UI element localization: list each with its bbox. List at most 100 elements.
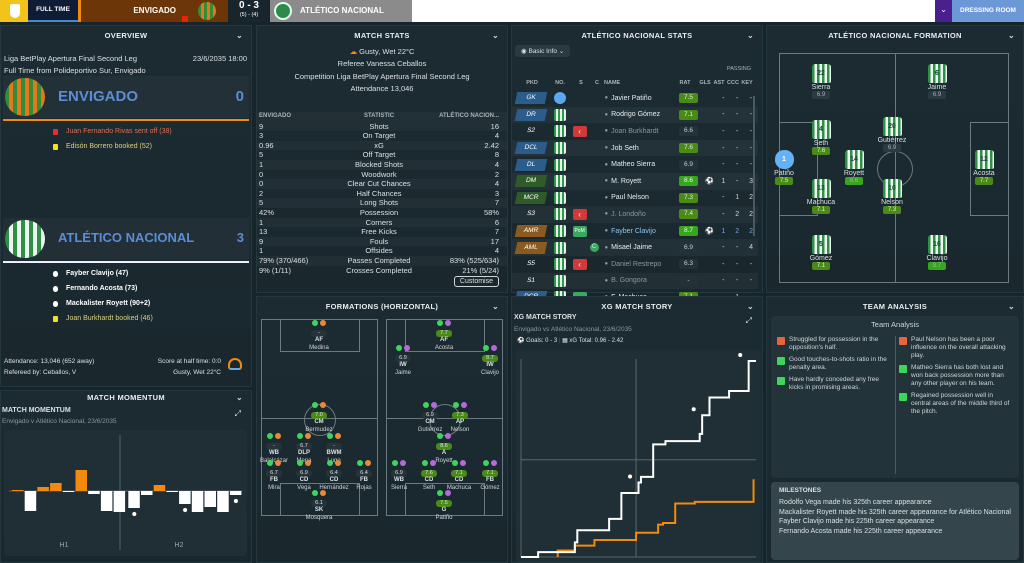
player-row[interactable]: DCL ● Job Seth 7.6 - - - xyxy=(512,139,758,157)
formation-player[interactable]: - WB Balalcázar xyxy=(254,433,294,465)
chevron-down-icon[interactable]: ⌄ xyxy=(235,393,243,402)
player-row[interactable]: DR ● Rodrigo Gómez 7.1 - - - xyxy=(512,106,758,124)
player-name: Clavijo xyxy=(480,369,499,376)
panel-title: ATLÉTICO NACIONAL FORMATION xyxy=(828,31,962,40)
morale-icon xyxy=(275,460,281,466)
chevron-down-icon[interactable]: ⌄ xyxy=(1007,302,1015,311)
captain-slot xyxy=(590,94,599,103)
scrollbar[interactable] xyxy=(753,96,755,236)
key-value: - xyxy=(749,111,753,119)
player-name[interactable]: M. Royett xyxy=(611,177,642,185)
player-row[interactable]: AML C ● Misael Jaime 6.9 - - 4 xyxy=(512,239,758,256)
player-row[interactable]: DM ● M. Royett 8.6 ⚽ 1 - 3 xyxy=(512,172,758,190)
condition-icon xyxy=(452,460,458,466)
player-name[interactable]: Fayber Clavijo xyxy=(611,227,656,235)
shirt-icon xyxy=(553,191,566,204)
player-row[interactable]: DL ● Matheo Sierra 6.9 - - - xyxy=(512,156,758,173)
analysis-item: Paul Nelson has been a poor influence on… xyxy=(899,336,1014,360)
formation-player[interactable]: 6.9 IW Jaime xyxy=(383,345,423,377)
player-name[interactable]: Job Seth xyxy=(611,144,639,152)
formation-player[interactable]: 12 Acosta 7.7 xyxy=(954,150,1014,185)
player-name[interactable]: Paul Nelson xyxy=(611,194,649,202)
shirt-icon: 6 xyxy=(927,64,947,83)
formation-player[interactable]: 16 Clavijo 8.7 xyxy=(907,235,967,270)
player-row[interactable]: AMR PoM ● Fayber Clavijo 8.7 ⚽ 1 2 2 xyxy=(512,223,758,240)
position-badge: S5 xyxy=(526,260,536,268)
formation-player[interactable]: 22 Sierra 6.9 xyxy=(791,64,851,99)
away-team-bar[interactable]: ATLÉTICO NACIONAL xyxy=(270,0,412,22)
player-name[interactable]: J. Londoño xyxy=(611,210,646,218)
player-name[interactable]: Javier Patiño xyxy=(611,94,652,102)
morale-icons xyxy=(314,460,354,470)
chevron-down-icon[interactable]: ⌄ xyxy=(491,302,499,311)
formation-player[interactable]: 6.7 DLP Mena xyxy=(284,433,324,465)
rating-badge: 6.9 xyxy=(391,469,407,477)
home-formation-pitch: - AF Medina 7.0 CM Bermudez - WB Balalcázar 6.7 DL… xyxy=(260,319,378,521)
formation-player[interactable]: 6.4 CD Hernández xyxy=(314,460,354,492)
player-name: Clavijo xyxy=(926,255,948,262)
player-name[interactable]: Rodrigo Gómez xyxy=(611,111,661,119)
formation-player[interactable]: 7.7 AF Acosta xyxy=(424,320,464,352)
menu-chevron-button[interactable]: ⌄ xyxy=(935,0,952,22)
chevron-down-icon[interactable]: ⌄ xyxy=(746,302,754,311)
formation-player[interactable]: 5 Gómez 7.1 xyxy=(791,235,851,270)
formation-player[interactable]: 14 Royett 8.6 xyxy=(824,150,884,185)
formation-player[interactable]: 6.1 SK Mosquera xyxy=(299,490,339,522)
formation-player[interactable]: 4 Seth 7.6 xyxy=(791,120,851,155)
formation-player[interactable]: 8.7 IW Clavijo xyxy=(470,345,510,377)
weather-icon: ☁ xyxy=(349,47,358,56)
player-row[interactable]: S3 ‹ ● J. Londoño 7.4 - 2 2 xyxy=(512,206,758,223)
expand-icon[interactable]: ⤢ xyxy=(745,316,752,325)
formation-player[interactable]: 7.0 CM Bermudez xyxy=(299,402,339,434)
formation-player[interactable]: - BWM Lugo xyxy=(314,433,354,465)
formation-player[interactable]: 20 Gutiérrez 6.9 xyxy=(862,117,922,152)
player-row[interactable]: MCR ● Paul Nelson 7.3 - 1 2 xyxy=(512,190,758,207)
formation-player[interactable]: 6.9 CM Gutiérrez xyxy=(410,402,450,434)
player-row[interactable]: S1 ● B. Gongora - - - - xyxy=(512,272,758,290)
role-label: CD xyxy=(329,477,339,483)
stat-row: 42% Possession 58% xyxy=(257,208,507,218)
panel-title: OVERVIEW xyxy=(104,31,148,40)
player-name[interactable]: Joan Burkhardt xyxy=(611,127,659,135)
formation-player[interactable]: 13 Machuca 7.1 xyxy=(791,179,851,214)
stat-row: 0 Clear Cut Chances 4 xyxy=(257,179,507,189)
player-row[interactable]: S5 ‹ ● Daniel Restrepo 6.3 - - - xyxy=(512,256,758,273)
formation-player[interactable]: 7.3 AP Nelson xyxy=(440,402,480,434)
view-dropdown[interactable]: ◉ Basic Info ⌄ xyxy=(515,45,571,57)
score: 0 - 3 xyxy=(238,0,259,11)
home-team-bar[interactable]: ENVIGADO xyxy=(78,0,228,22)
formation-player[interactable]: 7.1 CD Machuca xyxy=(439,460,479,492)
formation-player[interactable]: 6.4 FB Rojas xyxy=(344,460,384,492)
player-name[interactable]: Misael Jaime xyxy=(611,244,652,252)
chevron-down-icon[interactable]: ⌄ xyxy=(235,31,243,40)
player-row[interactable]: GK ● Javier Patiño 7.5 - - - xyxy=(512,90,758,107)
player-row[interactable]: S2 ‹ ● Joan Burkhardt 6.6 - - - xyxy=(512,123,758,140)
expand-icon[interactable]: ⤢ xyxy=(234,409,241,418)
player-name[interactable]: Daniel Restrepo xyxy=(611,260,662,268)
dressing-room-button[interactable]: DRESSING ROOM xyxy=(952,0,1024,22)
chevron-down-icon[interactable]: ⌄ xyxy=(491,31,499,40)
formation-player[interactable]: - AF Medina xyxy=(299,320,339,352)
chevron-down-icon[interactable]: ⌄ xyxy=(746,31,754,40)
player-name[interactable]: B. Gongora xyxy=(611,277,647,285)
formation-player[interactable]: 6.9 CD Vega xyxy=(284,460,324,492)
morale-icons xyxy=(383,345,423,355)
formation-player[interactable]: 7.6 CD Seth xyxy=(409,460,449,492)
formation-player[interactable]: 1 Patiño 7.5 xyxy=(754,150,814,185)
formation-player[interactable]: 6.7 FB Mira xyxy=(254,460,294,492)
captain-slot xyxy=(590,260,599,269)
formation-player[interactable]: 7.1 FB Gómez xyxy=(470,460,510,492)
stat-label: Passes Completed xyxy=(347,255,411,265)
formation-player[interactable]: 6.9 WB Sierra xyxy=(379,460,419,492)
player-name[interactable]: Matheo Sierra xyxy=(611,161,656,169)
customise-button[interactable]: Customise xyxy=(453,276,499,287)
captain-slot xyxy=(590,144,599,153)
formation-player[interactable]: 7.5 G Patiño xyxy=(424,490,464,522)
sub-slot xyxy=(573,159,587,170)
momentum-bar xyxy=(179,491,191,504)
chevron-down-icon[interactable]: ⌄ xyxy=(1007,31,1015,40)
formation-player[interactable]: 10 Nelson 7.3 xyxy=(862,179,922,214)
formation-player[interactable]: 8.6 A Royett xyxy=(424,433,464,465)
rating-badge: 7.1 xyxy=(451,469,467,477)
formation-player[interactable]: 6 Jaime 6.9 xyxy=(907,64,967,99)
